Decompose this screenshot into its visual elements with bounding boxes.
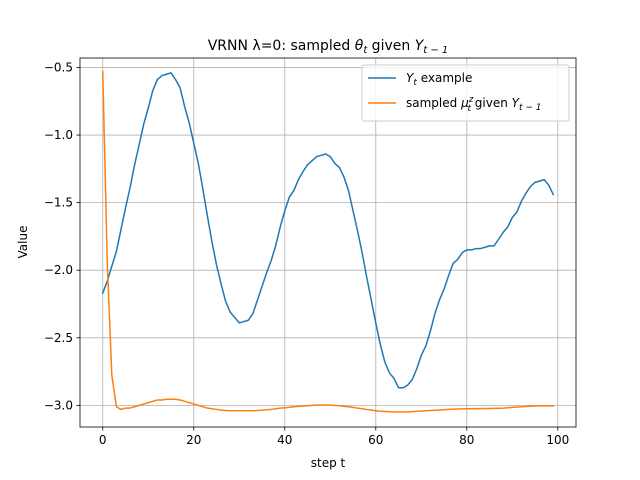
x-tick-label: 40 xyxy=(277,433,292,447)
x-axis-ticks: 0 20 40 60 80 100 xyxy=(99,427,569,447)
y-tick-label: −1.5 xyxy=(44,196,73,210)
series-line-sampled-mu xyxy=(101,70,554,413)
series-layer xyxy=(101,70,555,413)
legend-mu-sup: z xyxy=(468,95,474,105)
x-tick-label: 80 xyxy=(459,433,474,447)
legend: Yt example sampled μz t given Yt − 1 xyxy=(361,64,570,122)
title-theta-sub: t xyxy=(363,45,368,56)
y-tick-label: −3.0 xyxy=(44,398,73,412)
legend-mu-main: μ xyxy=(460,96,469,110)
plot-frame xyxy=(79,57,577,428)
legend-mu-y-sub: t − 1 xyxy=(519,103,542,113)
title-y: Y xyxy=(415,38,425,54)
title-y-sub: t − 1 xyxy=(423,45,448,56)
x-tick-label: 60 xyxy=(368,433,383,447)
legend-box xyxy=(361,64,570,122)
legend-y-sub: t xyxy=(413,78,417,88)
x-tick-label: 100 xyxy=(546,433,569,447)
y-axis-label: Value xyxy=(16,226,30,259)
title-theta: θ xyxy=(355,38,364,54)
y-axis-ticks: −3.0 −2.5 −2.0 −1.5 −1.0 −0.5 xyxy=(44,60,80,412)
series-line-y-example xyxy=(101,72,555,389)
legend-y-rest: example xyxy=(417,71,472,85)
x-tick-label: 20 xyxy=(186,433,201,447)
grid xyxy=(80,58,576,427)
legend-mu-sub: t xyxy=(467,104,471,114)
y-tick-label: −1.0 xyxy=(44,128,73,142)
x-axis-label: step t xyxy=(311,456,346,470)
legend-y-main: Y xyxy=(406,71,415,85)
y-tick-label: −2.5 xyxy=(44,331,73,345)
legend-mu-rest: given xyxy=(471,96,512,110)
legend-label-y-example: Yt example xyxy=(406,71,472,88)
chart-title: VRNN λ=0: sampled θt given Yt − 1 xyxy=(208,38,449,56)
legend-mu-y: Y xyxy=(512,96,521,110)
legend-label-sampled-mu: sampled μz t given Yt − 1 xyxy=(406,95,542,114)
legend-mu-prefix: sampled xyxy=(406,96,461,110)
title-mid: given xyxy=(367,38,414,54)
x-tick-label: 0 xyxy=(99,433,107,447)
y-tick-label: −0.5 xyxy=(44,60,73,74)
y-tick-label: −2.0 xyxy=(44,263,73,277)
title-prefix: VRNN λ=0: sampled xyxy=(208,38,355,54)
